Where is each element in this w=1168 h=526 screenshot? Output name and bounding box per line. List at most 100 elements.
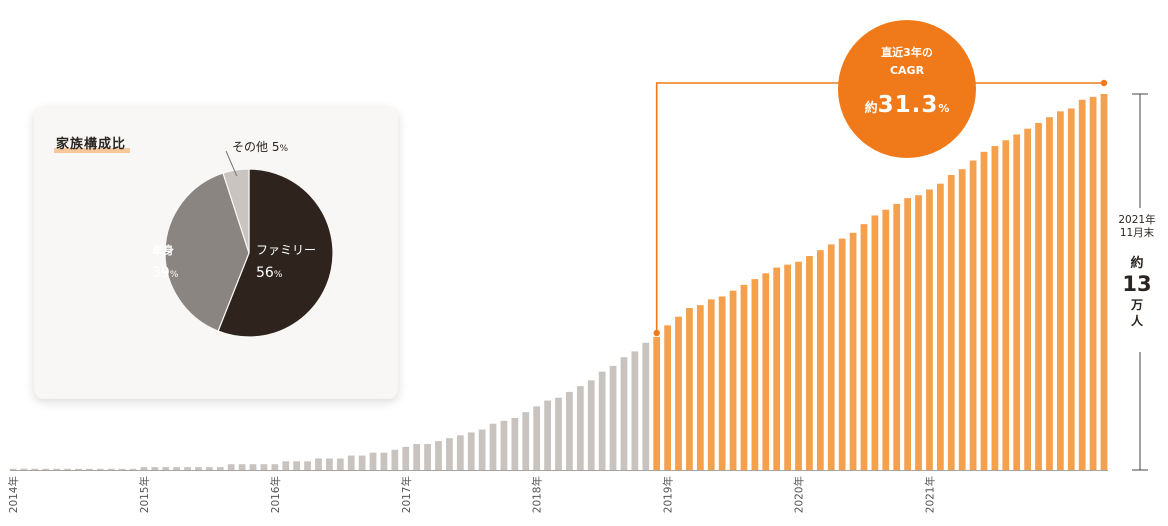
bar: [882, 209, 890, 470]
bar: [206, 467, 213, 470]
bar: [456, 435, 464, 470]
x-tick-label: 2018年: [531, 476, 544, 513]
family-composition-pie: ファミリー 56% 単身 39% その他 5%: [152, 140, 334, 338]
bar: [446, 438, 453, 470]
bar: [631, 351, 639, 470]
bar: [915, 195, 922, 471]
cagr-value-line: 約31.3%: [838, 92, 976, 118]
cagr-badge: 直近3年の CAGR 約31.3%: [838, 20, 976, 158]
bar: [282, 461, 290, 470]
bar: [936, 183, 944, 470]
bar: [816, 250, 824, 470]
bar: [260, 464, 268, 470]
cagr-line-1: 直近3年の: [881, 46, 933, 59]
bar: [31, 468, 39, 470]
bar: [642, 342, 650, 470]
bar: [686, 308, 693, 470]
pie-label-single: 単身: [152, 243, 174, 257]
bar: [980, 151, 988, 470]
bar: [304, 461, 311, 470]
bar: [184, 467, 191, 470]
x-tick-label: 2019年: [662, 476, 675, 513]
total-value: 13: [1122, 272, 1152, 296]
bar: [380, 452, 388, 470]
bar: [271, 464, 279, 470]
bar: [904, 198, 911, 470]
bar: [140, 467, 148, 470]
bar: [533, 406, 541, 470]
bar: [315, 458, 322, 470]
total-scale-bracket: [1132, 93, 1148, 471]
bar: [435, 441, 442, 470]
bar: [336, 458, 344, 470]
bar: [544, 400, 551, 470]
bar: [75, 468, 82, 470]
pie-leader-line: [225, 150, 238, 177]
bar: [849, 232, 857, 470]
bar: [751, 279, 759, 470]
bar: [107, 468, 115, 470]
cagr-line-2: CAGR: [889, 64, 925, 77]
bar: [402, 446, 410, 470]
pie-value-family: 56%: [256, 265, 283, 281]
bar: [500, 420, 508, 470]
bar: [522, 412, 530, 470]
bar: [653, 336, 661, 470]
bar: [9, 468, 17, 470]
bar: [1002, 140, 1010, 470]
bar: [216, 467, 224, 470]
cagr-value: 31.3: [877, 92, 939, 118]
bar: [576, 386, 584, 470]
pie-title: 家族構成比: [54, 133, 131, 153]
bar: [173, 467, 181, 470]
bar: [1089, 96, 1097, 470]
bars-group: [9, 94, 1108, 471]
cagr-unit: %: [938, 102, 950, 115]
bar: [413, 443, 421, 470]
bar: [293, 461, 301, 470]
bar: [773, 267, 781, 470]
cagr-start-dot: [653, 329, 660, 337]
family-composition-card: ファミリー 56% 単身 39% その他 5% 家族構成比: [34, 107, 398, 399]
bar: [893, 203, 901, 470]
bar: [238, 464, 246, 470]
bar: [947, 174, 955, 471]
bar: [1046, 117, 1053, 470]
bar: [729, 290, 737, 470]
x-tick-label: 2014年: [7, 476, 20, 513]
bar: [762, 273, 770, 470]
bar: [784, 264, 791, 470]
bar: [926, 189, 933, 470]
bar: [85, 468, 93, 470]
bar: [838, 238, 846, 470]
bar: [598, 371, 606, 470]
bar: [740, 284, 748, 470]
bar: [53, 468, 61, 470]
bar: [969, 160, 977, 470]
bar: [129, 468, 137, 470]
bar: [620, 357, 628, 470]
bar: [358, 455, 366, 470]
bar: [707, 299, 715, 470]
x-tick-label: 2017年: [400, 476, 413, 513]
bar: [96, 468, 104, 470]
total-about: 約: [1130, 256, 1144, 271]
bar: [871, 215, 879, 470]
pie-label-other: その他 5%: [232, 140, 288, 154]
bar: [511, 417, 519, 470]
bar: [369, 452, 377, 470]
pie-value-single: 39%: [152, 265, 179, 281]
x-tick-label: 2015年: [138, 476, 151, 513]
bar: [587, 380, 595, 470]
bar: [566, 391, 573, 470]
bar: [795, 261, 802, 470]
cagr-prefix: 約: [864, 101, 878, 116]
total-unit-man: 万: [1130, 298, 1143, 312]
cagr-end-dot: [1100, 79, 1108, 87]
bar: [1100, 94, 1108, 470]
pie-slice: [164, 172, 250, 332]
total-date-month: 11月末: [1119, 227, 1155, 239]
bar: [1024, 128, 1032, 470]
x-tick-label: 2020年: [793, 476, 806, 513]
